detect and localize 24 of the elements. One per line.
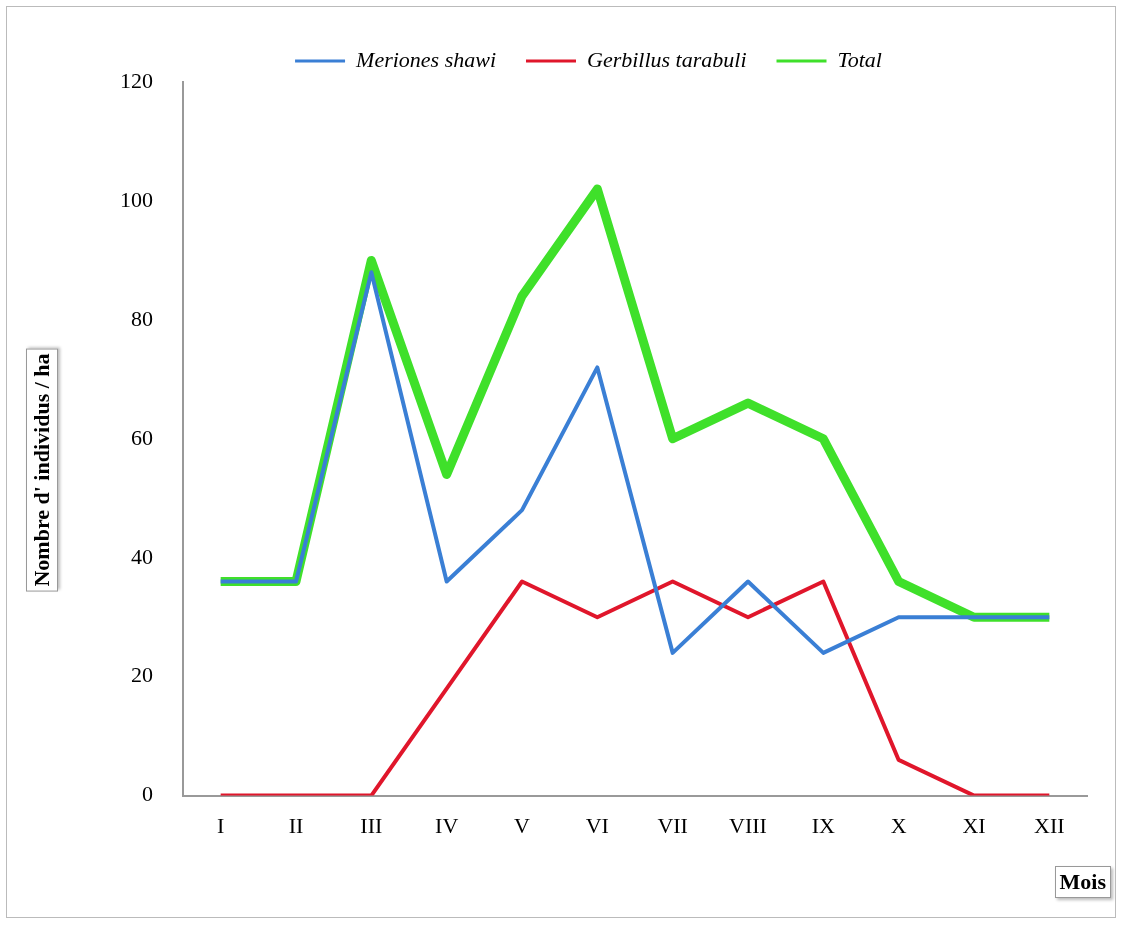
x-tick-label: XII bbox=[1034, 812, 1065, 838]
x-tick-label: II bbox=[288, 812, 304, 838]
y-tick-label: 100 bbox=[120, 186, 153, 212]
x-tick-label: III bbox=[360, 812, 383, 838]
y-tick-label: 0 bbox=[142, 781, 153, 807]
x-tick-label: VI bbox=[585, 812, 609, 838]
y-tick-label: 40 bbox=[131, 543, 153, 569]
legend-label: Meriones shawi bbox=[355, 46, 497, 72]
y-tick-label: 20 bbox=[131, 662, 153, 688]
x-tick-label: IV bbox=[435, 812, 459, 838]
x-tick-label: I bbox=[217, 812, 225, 838]
x-tick-label: X bbox=[890, 812, 907, 838]
x-tick-label: V bbox=[514, 812, 531, 838]
y-tick-label: 80 bbox=[131, 305, 153, 331]
y-tick-label: 120 bbox=[120, 67, 153, 93]
x-axis-title: Mois bbox=[1054, 866, 1111, 898]
y-axis-title: Nombre d' individus / ha bbox=[26, 348, 58, 592]
x-tick-label: VII bbox=[657, 812, 688, 838]
legend-label: Total bbox=[837, 46, 882, 72]
x-tick-label: XI bbox=[962, 812, 986, 838]
y-tick-label: 60 bbox=[131, 424, 153, 450]
x-tick-label: VIII bbox=[729, 812, 767, 838]
legend-label: Gerbillus tarabuli bbox=[586, 46, 747, 72]
x-tick-label: IX bbox=[811, 812, 836, 838]
